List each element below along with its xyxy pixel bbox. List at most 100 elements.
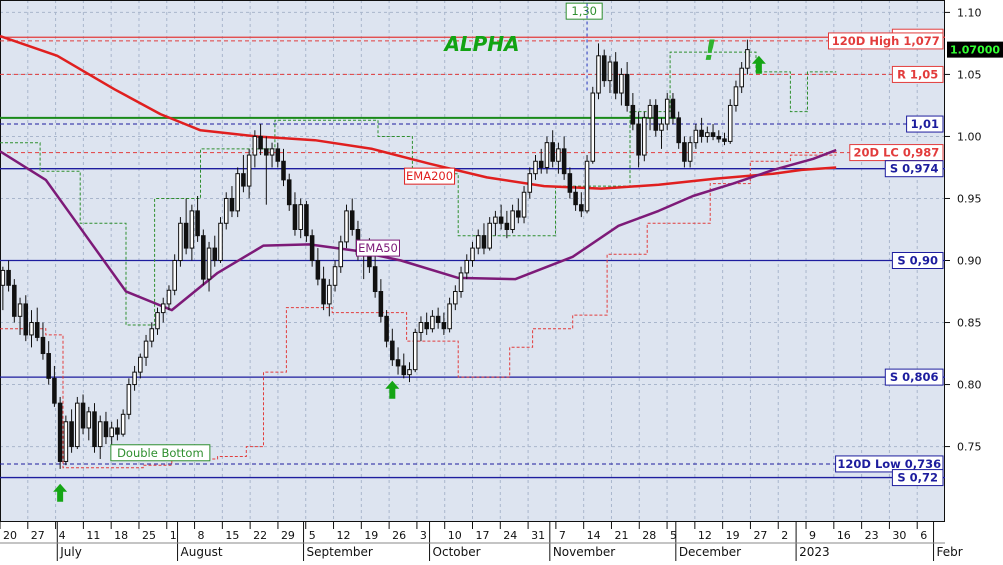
y-tick-label: 1.00	[957, 130, 982, 143]
level-label-box	[828, 32, 944, 50]
arrow-head	[385, 380, 400, 399]
x-tick-label: 17	[476, 529, 490, 542]
x-tick-label: 11	[86, 529, 100, 542]
candle-body	[143, 340, 149, 358]
candle-body	[115, 427, 120, 435]
candle-body	[470, 247, 475, 262]
candle-body	[292, 204, 298, 230]
x-tick-label: 27	[753, 529, 767, 542]
x-tick-label: 25	[142, 529, 156, 542]
candle-body	[149, 328, 155, 342]
candle-body	[670, 98, 676, 119]
level-label-text: 120D High 1,077	[832, 34, 940, 48]
level-label-box	[884, 160, 944, 178]
ema50-line	[0, 148, 837, 312]
candle-body	[138, 356, 143, 373]
x-tick-label: 1	[170, 529, 177, 542]
month-label: December	[679, 545, 741, 559]
candle-body	[69, 421, 74, 448]
candle-body	[727, 104, 733, 142]
candle-body	[693, 129, 699, 144]
candle-body	[298, 204, 303, 230]
double-bottom-label: Double Bottom	[117, 446, 204, 460]
candle-body	[676, 117, 681, 144]
candle-body	[579, 204, 584, 212]
candlesticks	[0, 39, 750, 469]
candle-body	[86, 411, 92, 429]
candle-body	[584, 160, 590, 212]
x-tick-label: 31	[531, 529, 545, 542]
ema200-line	[0, 34, 837, 190]
x-tick-label: 15	[225, 529, 239, 542]
candle-body	[418, 322, 424, 333]
x-tick-label: 27	[31, 529, 45, 542]
x-tick-label: 8	[198, 529, 205, 542]
candle-body	[527, 173, 533, 193]
candle-body	[664, 98, 670, 125]
candle-body	[498, 216, 504, 224]
y-tick-label: 0.75	[957, 441, 982, 454]
arrow-head	[751, 55, 766, 74]
x-tick-label: 7	[559, 529, 566, 542]
candle-body	[304, 204, 309, 237]
candle-body	[435, 315, 441, 324]
current-price-tag	[947, 41, 1003, 58]
x-tick-label: 12	[337, 529, 351, 542]
month-label: October	[433, 545, 481, 559]
level-label-high120: 120D High 1,077	[828, 32, 944, 50]
candle-body	[206, 247, 212, 280]
candle-body	[390, 340, 395, 361]
candle-body	[103, 421, 109, 438]
candle-body	[126, 384, 132, 415]
candle-body	[630, 104, 636, 125]
level-label-s0806: S 0,806	[884, 368, 944, 386]
level-label-box	[891, 252, 944, 269]
level-label-s072: S 0,72	[891, 469, 944, 487]
x-tick-label: 30	[892, 529, 906, 542]
y-tick-label: 1.10	[957, 6, 982, 19]
y-tick-label: 1.05	[957, 68, 982, 81]
x-tick-label: 28	[642, 529, 656, 542]
candle-body	[739, 67, 744, 88]
candle-body	[561, 148, 567, 175]
month-label: 2023	[799, 545, 830, 559]
candle-body	[275, 148, 281, 162]
candle-body	[642, 117, 647, 156]
candle-body	[120, 413, 126, 435]
candle-body	[246, 154, 252, 187]
candle-body	[624, 73, 630, 106]
candle-body	[395, 359, 401, 367]
candle-body	[544, 142, 550, 168]
target-130-label: 1,30	[571, 4, 597, 18]
x-tick-label: 20	[3, 529, 17, 542]
level-label-text: 1,01	[911, 117, 939, 131]
candle-body	[212, 247, 218, 262]
candle-body	[201, 235, 206, 280]
candle-body	[745, 49, 750, 69]
x-tick-label: 14	[587, 529, 601, 542]
exclamation-mark: !	[704, 34, 717, 67]
candle-body	[573, 191, 578, 206]
candle-body	[92, 411, 97, 448]
candle-body	[23, 303, 29, 336]
ema50-label-box	[356, 239, 400, 257]
level-label-text: S 0,72	[897, 471, 938, 485]
candle-body	[17, 303, 23, 317]
level-label-s090: S 0,90	[891, 252, 944, 269]
candle-body	[424, 322, 429, 330]
candle-body	[241, 173, 246, 187]
candle-body	[235, 173, 240, 212]
candle-body	[372, 266, 378, 293]
x-tick-label: 9	[809, 529, 816, 542]
candle-body	[475, 235, 481, 249]
x-axis: 20 27 4 11 18 25 1 8 15 22 29 5 12 19 26 3 10 17 24 31 7 14 21…	[0, 521, 963, 561]
candle-body	[57, 402, 63, 462]
y-axis-area	[945, 0, 1003, 521]
candle-body	[63, 421, 69, 462]
x-tick-label: 12	[698, 529, 712, 542]
candle-body	[52, 377, 57, 404]
x-tick-label: 19	[364, 529, 378, 542]
candle-body	[430, 315, 435, 330]
candle-body	[401, 365, 407, 376]
level-label-box	[884, 368, 944, 386]
